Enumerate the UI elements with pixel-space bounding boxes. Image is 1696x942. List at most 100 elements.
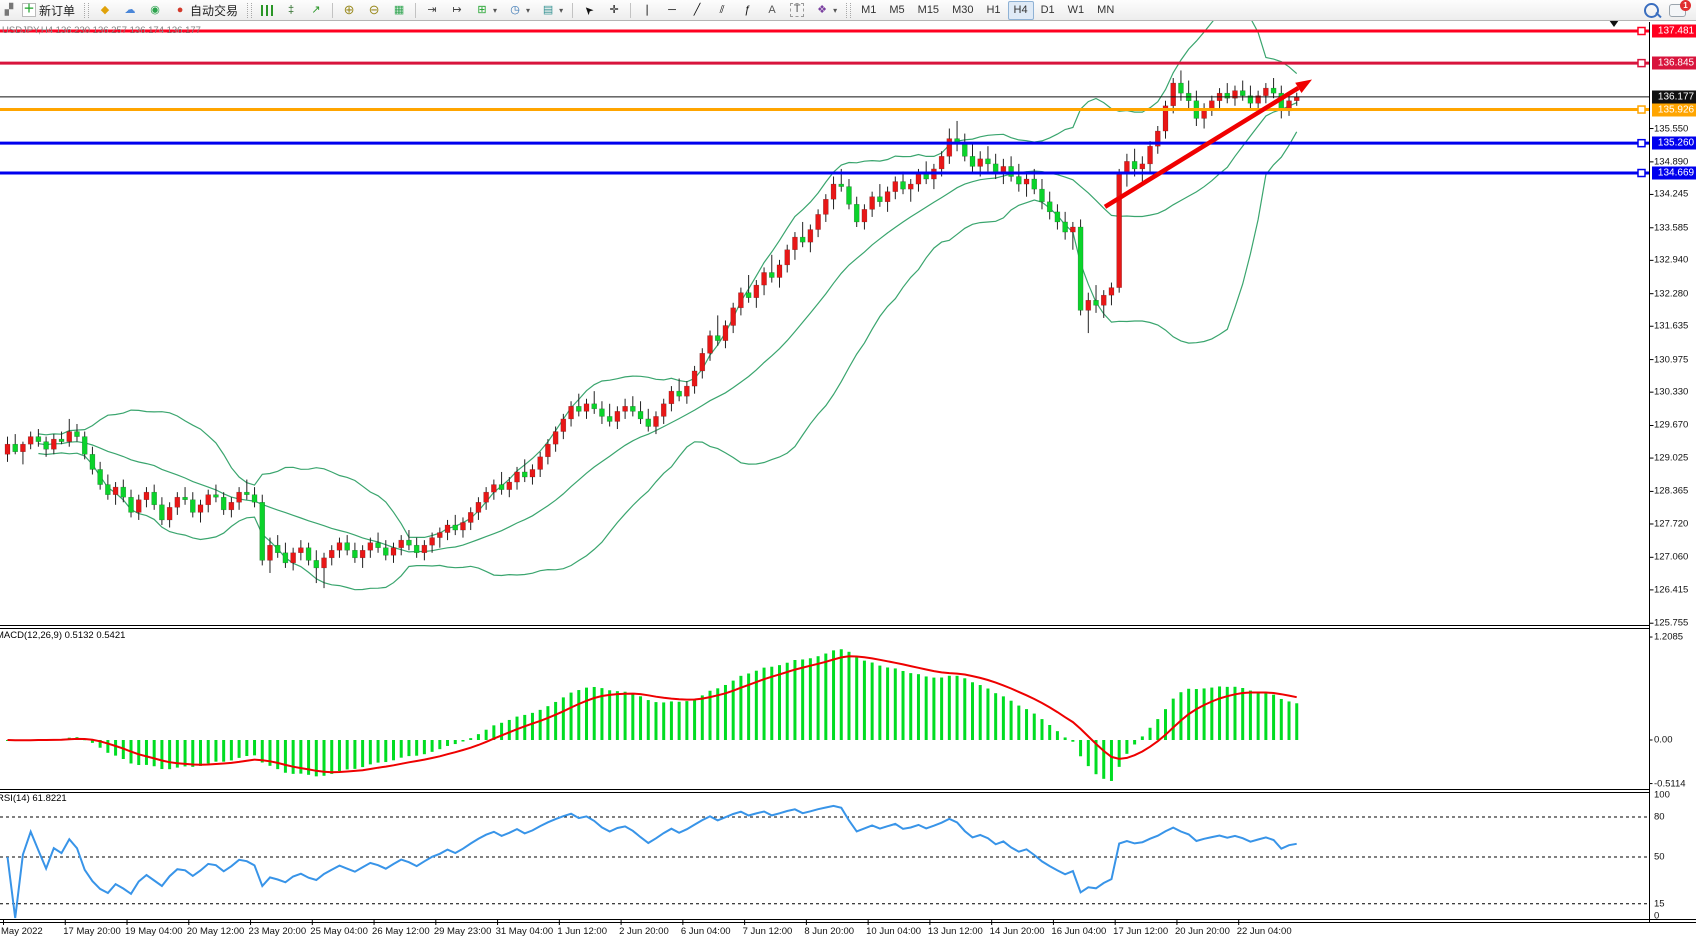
zoom-in-button[interactable]: ⊕ [337,1,361,20]
bull-candle [738,292,744,309]
macd-histogram-bar [199,740,202,766]
bear-candle [962,143,968,157]
timeframe-button-mn[interactable]: MN [1097,3,1115,16]
timeframe-button-m5[interactable]: M5 [889,3,905,16]
macd-histogram-bar [299,740,303,774]
bull-candle [359,549,366,559]
bull-candle [398,539,404,548]
date-axis-label: 16 Jun 04:00 [1051,926,1107,937]
toolbar-grip[interactable] [84,2,90,18]
line-handle[interactable] [1637,168,1646,178]
date-axis-label: 17 Jun 12:00 [1113,926,1169,937]
horizontal-line-button[interactable]: ─ [660,1,684,20]
bull-candle [560,418,567,432]
macd-histogram-bar [1048,724,1052,740]
bear-candle [12,443,18,453]
macd-histogram-bar [909,673,913,740]
date-axis-label: 1 Jun 12:00 [557,926,607,937]
macd-histogram-bar [600,688,604,740]
macd-histogram-bar [1071,740,1075,742]
zoom-out-button[interactable]: ⊖ [362,1,386,20]
timeframe-button-h1[interactable]: H1 [986,3,1001,16]
bull-candle [537,456,543,470]
timeframe-button-h4[interactable]: H4 [1007,0,1034,20]
line-handle[interactable] [1637,58,1646,68]
trend-arrow-line[interactable] [1103,85,1300,209]
bear-candle [159,504,165,521]
macd-histogram-bar [862,660,866,740]
chart-shift-icon: ↦ [452,4,462,16]
macd-histogram-bar [276,740,280,770]
trendline-button[interactable]: ╱ [685,1,709,20]
timeframe-button-m1[interactable]: M1 [861,3,877,16]
bull-candle [776,264,783,278]
line-handle[interactable] [1637,26,1646,36]
macd-histogram-bar [523,714,527,740]
cursor-button[interactable]: ➤ [577,1,601,20]
price-axis-label: 132.940 [1654,254,1689,266]
macd-histogram-bar [1094,740,1098,775]
bull-candle [653,416,659,427]
bull-candle [1209,100,1215,109]
bull-candle [437,532,443,538]
macd-histogram-bar [631,693,635,740]
shapes-button[interactable]: ❖ ▾ [810,1,842,20]
new-order-button[interactable]: ＋ 新订单 [17,1,80,20]
bear-candle [576,406,582,412]
toolbar-grip[interactable] [247,2,253,18]
community-button[interactable]: ☁ [118,1,142,20]
bear-candle [637,411,644,420]
date-axis-label: 14 Jun 20:00 [989,926,1045,937]
auto-scroll-icon: ⇥ [427,4,437,16]
line-handle[interactable] [1637,105,1646,114]
price-axis-label: 125.755 [1654,617,1689,629]
bollinger-middle-band [38,102,1297,553]
line-chart-button[interactable]: ↗ [304,1,328,20]
vertical-line-button[interactable]: ❘ [635,1,659,20]
macd-histogram-bar [500,722,504,740]
macd-histogram-bar [476,734,480,740]
auto-trading-button[interactable]: ● 自动交易 [168,1,243,20]
timeframe-button-m30[interactable]: M30 [952,3,974,16]
chart-shift-button[interactable]: ↦ [445,1,469,20]
toolbar-grip[interactable] [846,2,852,18]
bull-candle [4,443,11,455]
fibonacci-button[interactable]: ƒ [735,1,759,20]
text-label-button[interactable]: T [785,1,809,20]
text-button[interactable]: A [760,1,784,20]
macd-histogram-bar [168,740,172,770]
line-handle[interactable] [1637,138,1646,148]
timeframe-button-w1[interactable]: W1 [1067,3,1085,16]
timeframe-button-m15[interactable]: M15 [917,3,940,16]
bull-candle [367,542,374,551]
chat-icon[interactable]: 1 [1669,0,1691,17]
macd-histogram-bar [924,676,928,740]
price-axis-label: 128.365 [1654,485,1689,497]
bull-candle [1232,90,1238,99]
templates-button[interactable]: ▤ ▾ [536,1,568,20]
bear-candle [1008,166,1014,177]
macd-histogram-bar [1233,686,1237,740]
macd-histogram-bar [422,740,426,755]
tile-windows-button[interactable]: ▦ [387,1,411,20]
signal-button[interactable]: ◉ [143,1,167,20]
macd-histogram-bar [399,740,403,758]
bar-chart-button[interactable] [256,1,278,20]
macd-histogram-bar [1194,689,1198,740]
search-icon[interactable] [1644,2,1662,18]
gold-bar-button[interactable]: ◆ [93,1,117,20]
channel-button[interactable]: ⫽ [710,1,734,20]
trend-arrow-head[interactable] [1295,79,1312,94]
crosshair-button[interactable]: ✛ [602,1,626,20]
auto-scroll-button[interactable]: ⇥ [420,1,444,20]
bull-candle [205,494,211,506]
candlestick-chart-button[interactable]: ‡ [279,1,303,20]
date-axis-label: 31 May 04:00 [495,926,554,937]
timeframe-button-d1[interactable]: D1 [1040,3,1055,16]
zoom-in-icon: ⊕ [343,2,355,17]
new-chart-button[interactable]: ⊞ ▾ [470,1,502,20]
periods-button[interactable]: ◷ ▾ [503,1,535,20]
bull-candle [861,209,868,223]
